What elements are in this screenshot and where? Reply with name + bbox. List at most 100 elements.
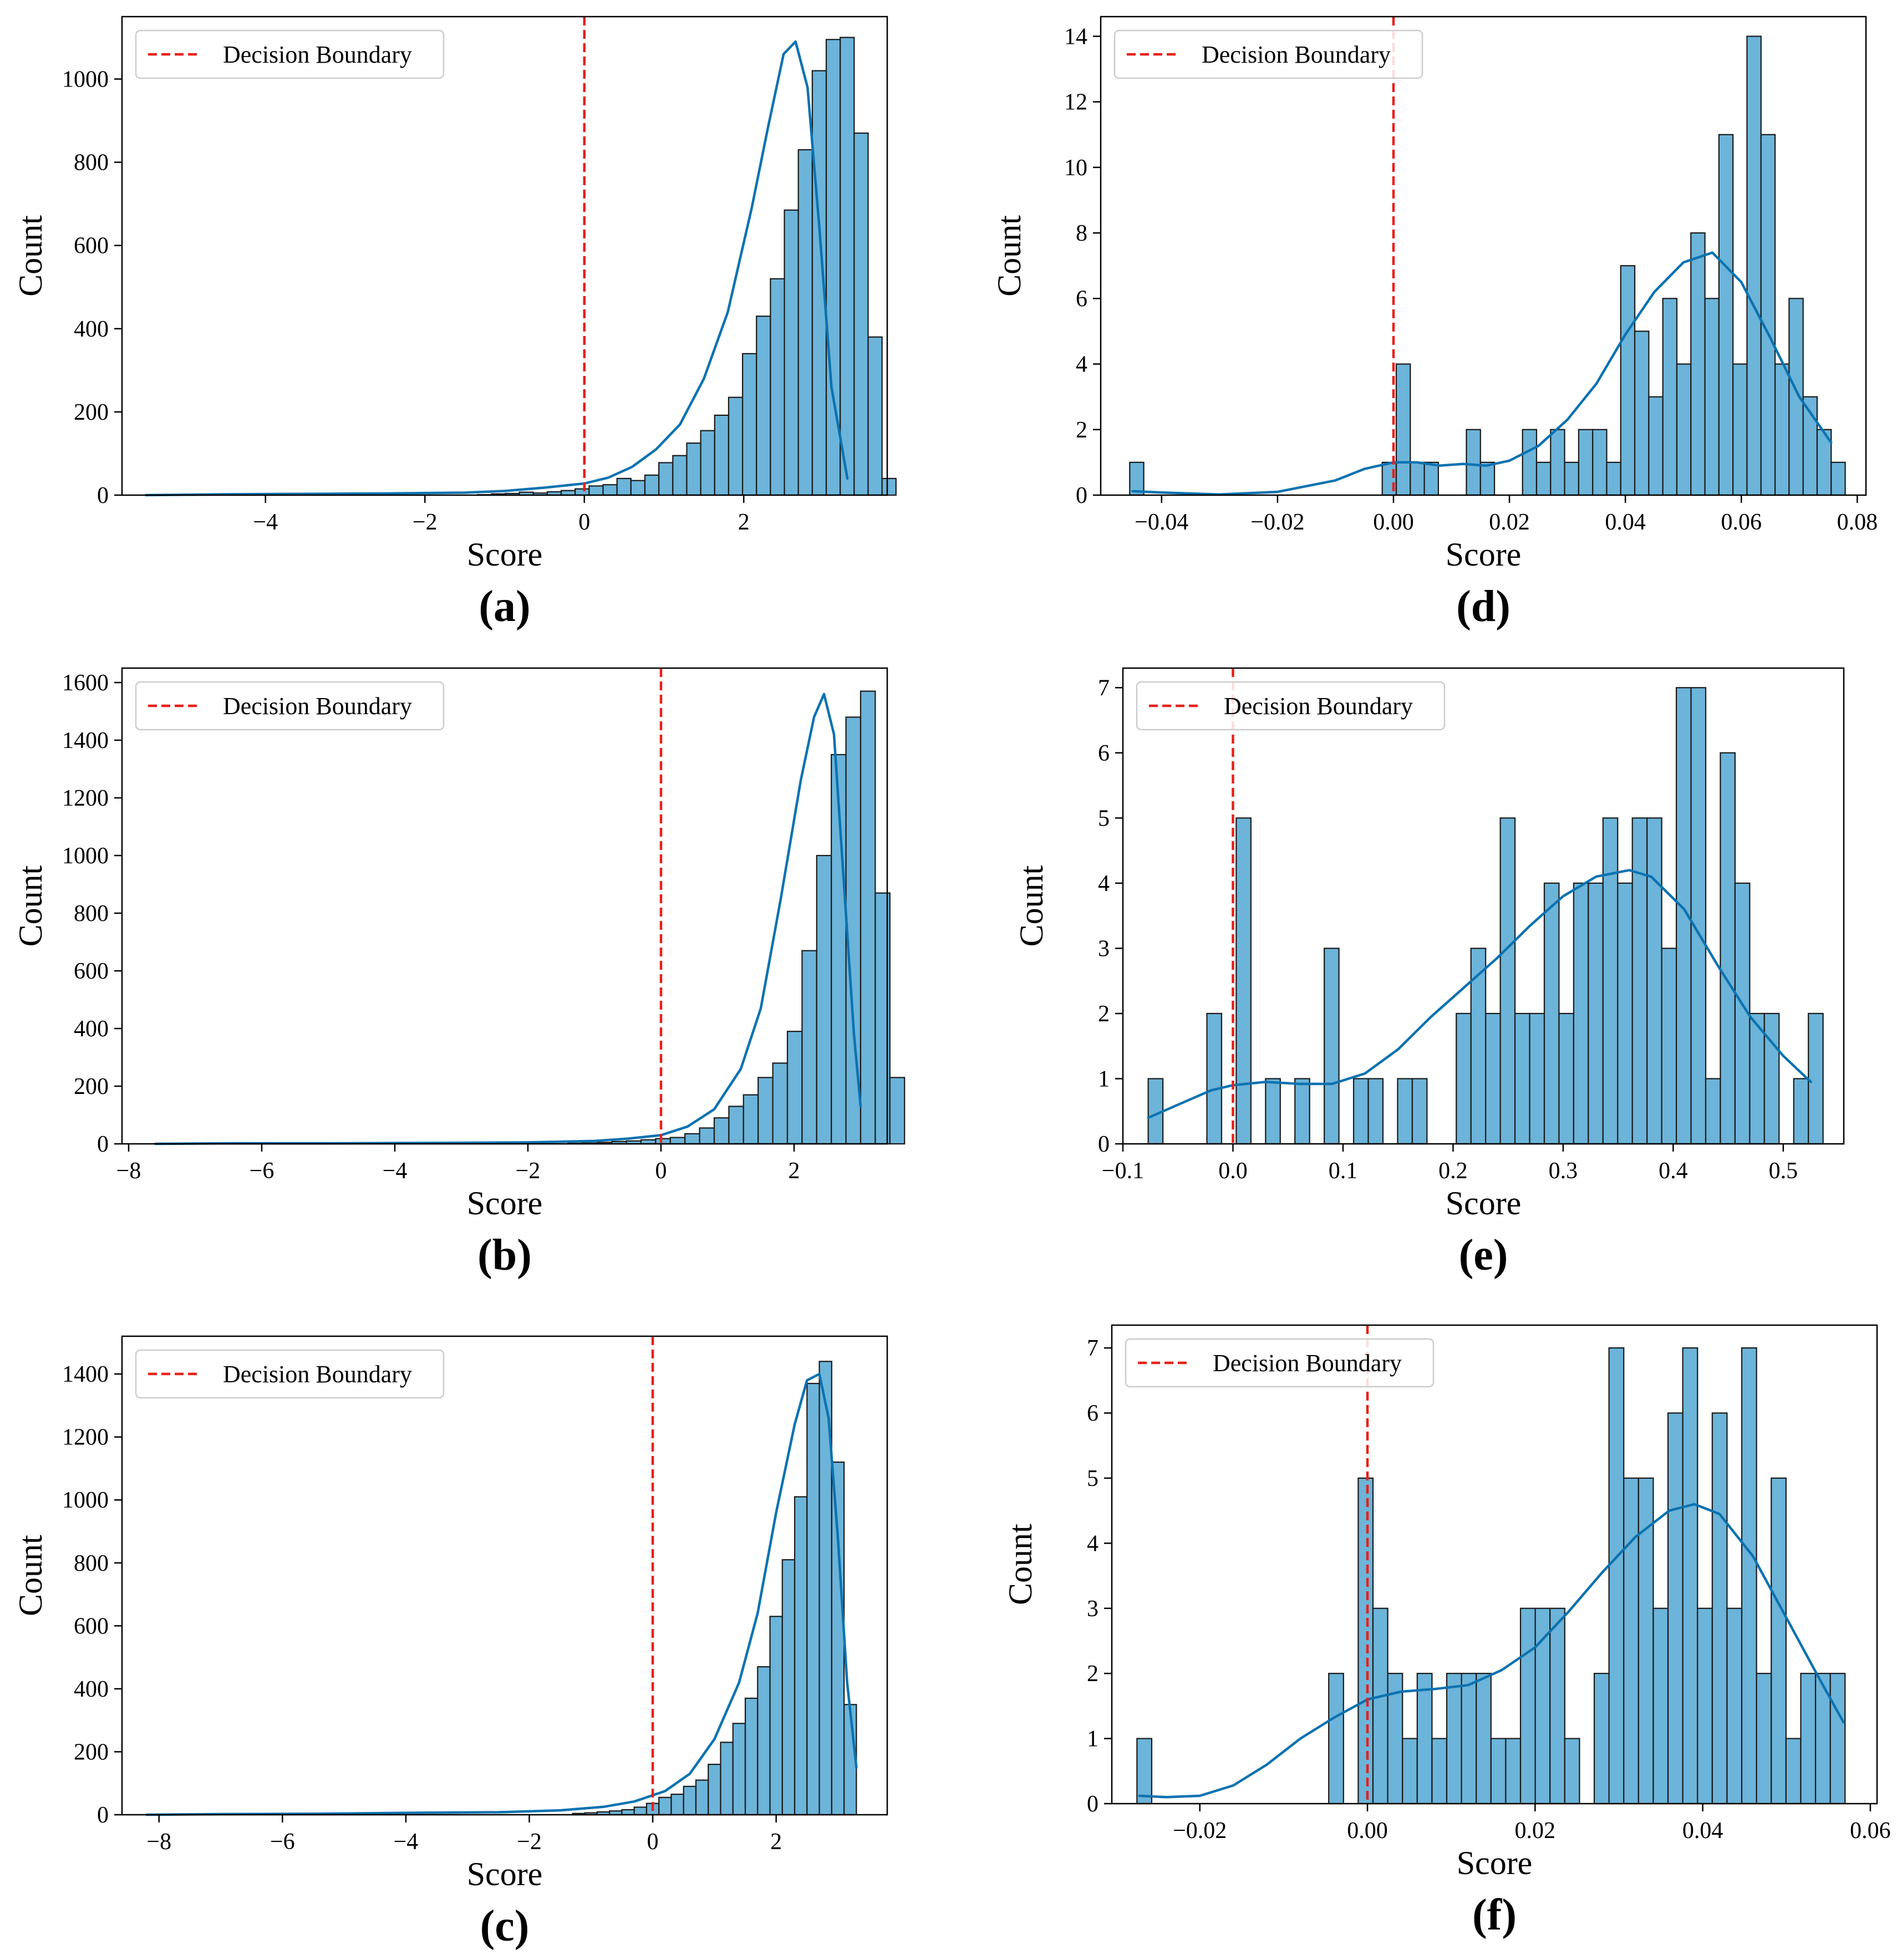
x-tick-label: −2 xyxy=(516,1158,541,1184)
y-tick-label: 0 xyxy=(1076,483,1087,508)
y-tick-label: 200 xyxy=(74,1739,109,1765)
y-tick-label: 7 xyxy=(1087,1336,1099,1361)
x-tick-label: 0 xyxy=(647,1829,659,1855)
plot-frame xyxy=(121,1335,888,1816)
histogram-bar xyxy=(1588,882,1604,1145)
histogram-bar xyxy=(797,149,813,496)
histogram-bar xyxy=(1206,1012,1223,1145)
x-tick-label: −4 xyxy=(383,1158,408,1184)
histogram-bar xyxy=(621,1809,635,1816)
histogram-bar xyxy=(1136,1738,1153,1805)
histogram-bar xyxy=(633,1806,648,1816)
histogram-bar xyxy=(769,1616,783,1816)
histogram-bar xyxy=(1682,1347,1698,1805)
kde-curve xyxy=(144,40,849,497)
plot-frame xyxy=(1111,1324,1878,1805)
histogram-bar xyxy=(1788,298,1804,496)
histogram-bar xyxy=(1830,461,1846,496)
histogram-bar xyxy=(772,1062,789,1145)
histogram-bar xyxy=(756,315,771,496)
plot-frame xyxy=(1122,667,1845,1145)
histogram-bar xyxy=(1705,1078,1721,1145)
histogram-bar xyxy=(1760,134,1776,496)
histogram-bar xyxy=(1652,1607,1669,1805)
legend-label: Decision Boundary xyxy=(1224,693,1413,720)
x-tick-label: 0.4 xyxy=(1659,1158,1688,1184)
y-tick-label: 2 xyxy=(1098,1001,1110,1027)
histogram-bar xyxy=(1410,461,1425,496)
kde-curve xyxy=(154,693,862,1146)
histogram-bar xyxy=(728,396,744,496)
histogram-bar xyxy=(1550,429,1565,496)
histogram-bar xyxy=(683,1785,697,1816)
histogram-bar xyxy=(1808,1012,1824,1145)
histogram-bar xyxy=(806,1383,820,1816)
panel-caption: (a) xyxy=(479,582,530,631)
histogram-bar xyxy=(728,1106,744,1145)
histogram-bar xyxy=(672,455,688,496)
y-tick-label: 0 xyxy=(1087,1791,1099,1817)
x-tick-label: 0.08 xyxy=(1837,510,1878,535)
y-tick-label: 800 xyxy=(74,1551,109,1576)
y-tick-label: 6 xyxy=(1076,286,1087,312)
y-axis-title: Count xyxy=(12,1535,49,1616)
legend-label: Decision Boundary xyxy=(1202,41,1391,68)
histogram-bar xyxy=(860,690,876,1145)
histogram-bar xyxy=(1785,1738,1802,1805)
y-tick-label: 0 xyxy=(97,483,109,508)
y-tick-label: 5 xyxy=(1098,806,1110,831)
histogram-bar xyxy=(720,1742,734,1816)
x-tick-label: 0.00 xyxy=(1347,1818,1388,1844)
histogram-bar xyxy=(1357,1477,1374,1805)
y-tick-label: 1200 xyxy=(62,786,109,811)
y-tick-label: 1400 xyxy=(62,728,109,754)
histogram-bar xyxy=(1235,817,1252,1145)
kde-curve xyxy=(145,1372,858,1816)
histogram-bar xyxy=(1732,363,1748,496)
y-tick-label: 200 xyxy=(74,1074,109,1099)
y-axis-title: Count xyxy=(991,215,1028,297)
histogram-bar xyxy=(1667,1412,1684,1805)
y-tick-label: 14 xyxy=(1064,24,1087,49)
y-tick-label: 5 xyxy=(1087,1466,1099,1491)
panel-f: −0.02 0.00 0.02 0.04 0.06 0 1 2 3 4 5 6 7 Score Count D… xyxy=(1002,1324,1891,1939)
histogram-bar xyxy=(686,442,701,496)
histogram-bar xyxy=(1690,232,1706,496)
x-tick-label: 0.04 xyxy=(1682,1818,1723,1844)
histogram-bar xyxy=(1800,1673,1817,1805)
y-tick-label: 0 xyxy=(97,1803,109,1828)
kde-curve xyxy=(1147,869,1812,1119)
histogram-bar xyxy=(889,1077,906,1145)
histogram-bar xyxy=(1372,1607,1389,1805)
legend-label: Decision Boundary xyxy=(1213,1350,1402,1377)
x-tick-label: 0 xyxy=(655,1158,667,1184)
kde-curve xyxy=(1138,1503,1845,1799)
x-axis-title: Score xyxy=(467,1856,543,1892)
y-tick-label: 200 xyxy=(74,400,109,425)
y-tick-label: 400 xyxy=(74,317,109,342)
y-tick-label: 1200 xyxy=(62,1425,109,1450)
histogram-bar xyxy=(786,1031,803,1145)
histogram-bar xyxy=(1522,429,1538,496)
histogram-bar xyxy=(732,1723,746,1816)
histogram-bar xyxy=(1470,948,1487,1145)
histogram-bar xyxy=(1549,1607,1565,1805)
x-tick-label: 2 xyxy=(789,1158,800,1184)
histogram-bar xyxy=(1416,1673,1433,1805)
legend-label: Decision Boundary xyxy=(223,1361,412,1388)
histogram-bar xyxy=(1690,687,1707,1145)
histogram-bar xyxy=(1697,1607,1713,1805)
histogram-bar xyxy=(1564,461,1579,496)
x-axis-title: Score xyxy=(1457,1845,1533,1881)
y-tick-label: 400 xyxy=(74,1677,109,1702)
histogram-bar xyxy=(1564,1738,1580,1805)
histogram-bar xyxy=(1763,1012,1780,1145)
histogram-bar xyxy=(1456,1012,1472,1145)
y-tick-label: 1600 xyxy=(62,670,109,696)
histogram-bar xyxy=(699,1127,715,1145)
histogram-bar xyxy=(1466,429,1481,496)
histogram-bar xyxy=(757,1666,771,1816)
legend-box xyxy=(135,29,445,79)
legend-box xyxy=(135,681,445,731)
y-tick-label: 1000 xyxy=(62,843,109,869)
